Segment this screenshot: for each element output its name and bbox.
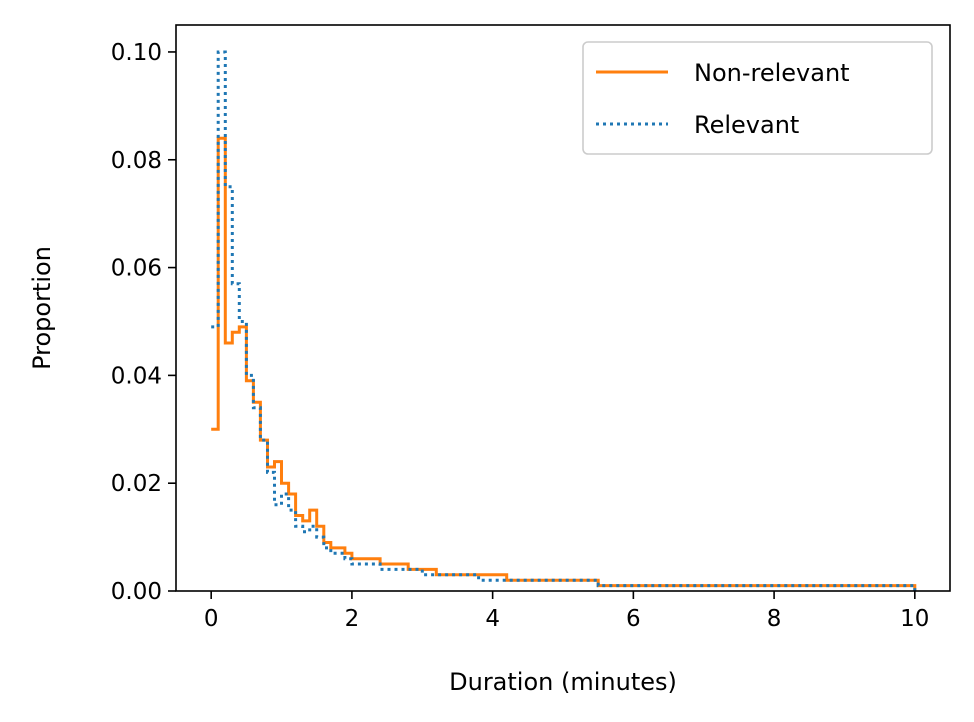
plot-area xyxy=(211,50,917,591)
series-line-relevant xyxy=(211,50,917,591)
x-tick-label: 2 xyxy=(345,606,360,632)
axes-frame xyxy=(175,24,951,592)
x-tick-label: 0 xyxy=(204,606,219,632)
legend: Non-relevant Relevant xyxy=(582,41,933,155)
x-axis-label: Duration (minutes) xyxy=(449,668,677,696)
y-tick-label: 0.00 xyxy=(111,579,162,605)
y-tick-label: 0.04 xyxy=(111,363,162,389)
y-axis-label: Proportion xyxy=(28,246,56,370)
axes: 0 2 4 6 8 10 0.00 0.02 0.04 0.06 0.08 0.10 xyxy=(111,40,930,632)
y-tick-label: 0.08 xyxy=(111,148,162,174)
legend-box xyxy=(582,41,933,155)
x-tick-label: 10 xyxy=(900,606,929,632)
legend-label: Relevant xyxy=(694,111,799,139)
y-tick-label: 0.06 xyxy=(111,256,162,282)
x-tick-label: 4 xyxy=(485,606,500,632)
legend-label: Non-relevant xyxy=(694,59,850,87)
y-tick-label: 0.10 xyxy=(111,40,162,66)
y-tick-label: 0.02 xyxy=(111,471,162,497)
x-tick-label: 6 xyxy=(626,606,641,632)
x-tick-label: 8 xyxy=(767,606,782,632)
